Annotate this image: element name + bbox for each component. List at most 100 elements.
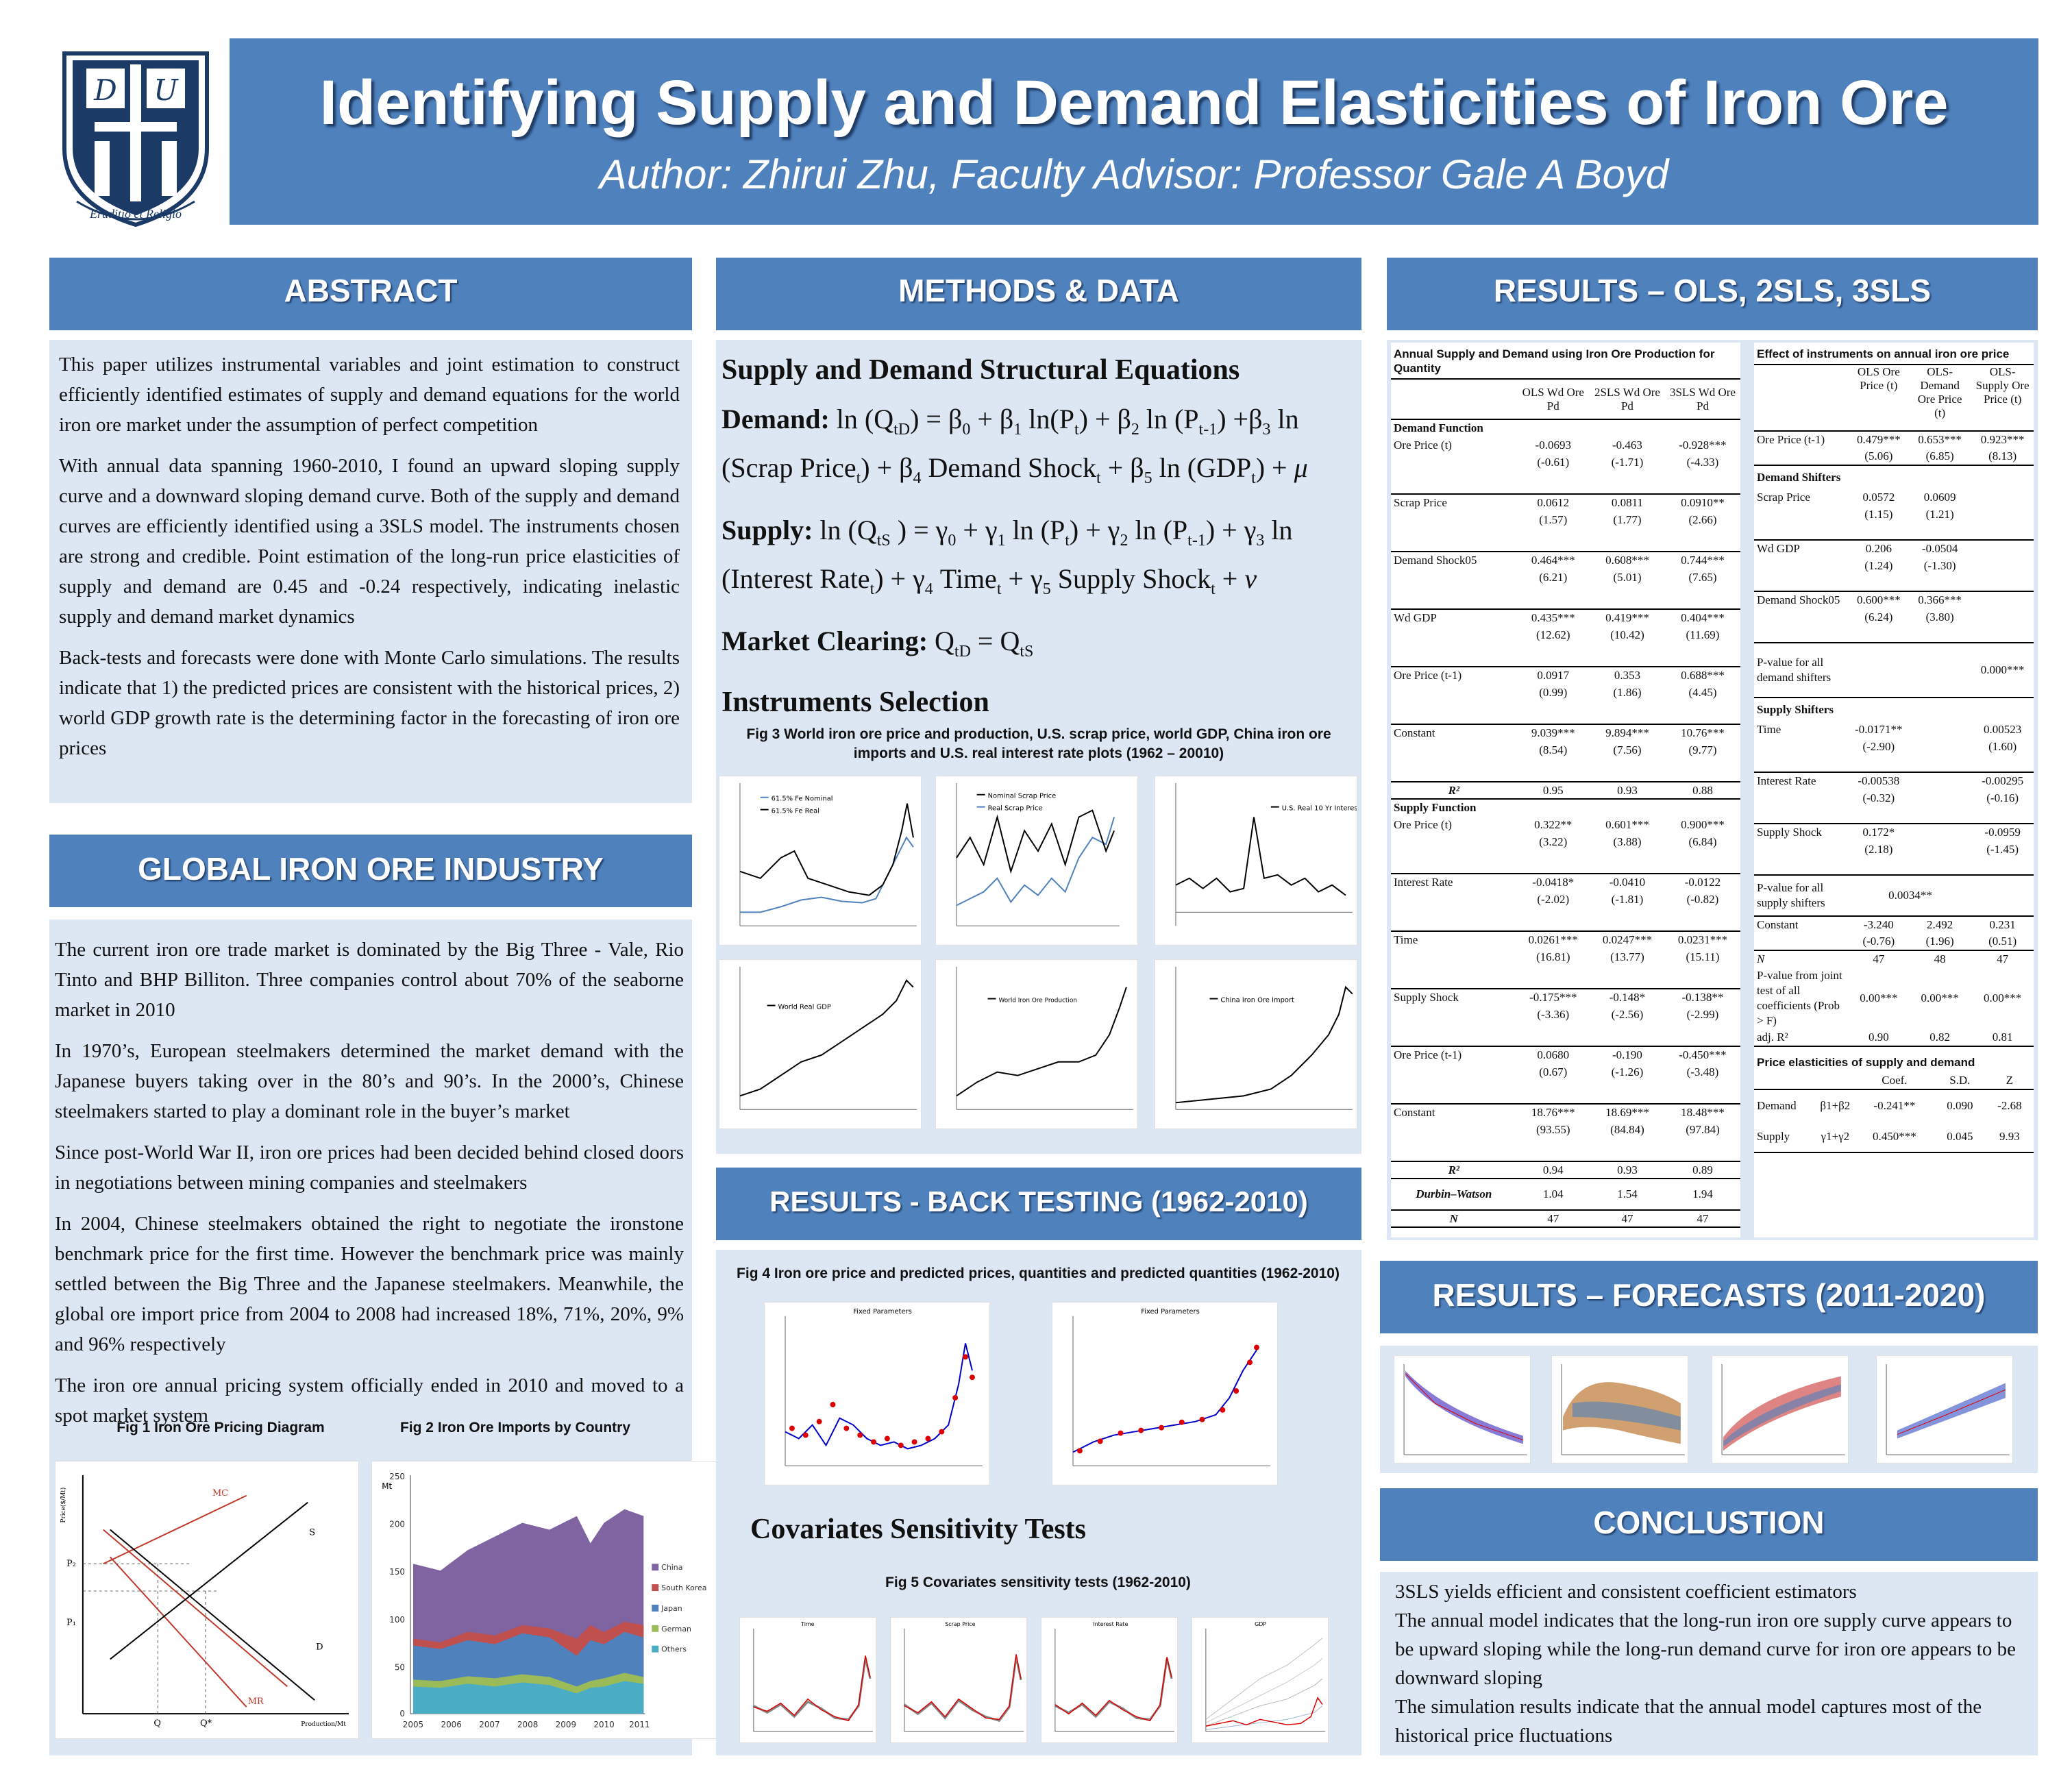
- table1-cell: (6.84): [1688, 835, 1717, 848]
- fig5-plot-title: Scrap Price: [945, 1621, 975, 1627]
- table1-row-label: Scrap Price: [1391, 493, 1517, 511]
- forecasts-heading: RESULTS – FORECASTS (2011-2020): [1380, 1261, 2038, 1333]
- table2-cell: 0.366***: [1908, 591, 1972, 608]
- table1-col-ols: OLS Wd Ore Pd: [1522, 385, 1584, 412]
- clearing-equation: Market Clearing: QtD = QtS: [722, 626, 1034, 661]
- table2-row-label: Scrap Price: [1757, 490, 1810, 504]
- table1-cell: (13.77): [1610, 950, 1644, 963]
- results-heading: RESULTS – OLS, 2SLS, 3SLS: [1387, 258, 2038, 330]
- fig2-ytick: 0: [399, 1709, 405, 1718]
- table2-cell: [1908, 772, 1972, 789]
- table1-row-label: Demand Shock05: [1391, 551, 1517, 569]
- industry-paragraph: In 2004, Chinese steelmakers obtained th…: [55, 1213, 684, 1355]
- poster-author: Author: Zhirui Zhu, Faculty Advisor: Pro…: [599, 151, 1669, 197]
- fig5-time-plot: Time: [739, 1617, 876, 1743]
- table1-cell: 0.435***: [1516, 608, 1590, 626]
- abstract-panel: This paper utilizes instrumental variabl…: [49, 340, 692, 803]
- table3-row-label: Supply: [1754, 1121, 1816, 1153]
- shield-logo-icon: D U: [62, 51, 209, 227]
- conclusion-heading: CONCLUSTION: [1380, 1488, 2038, 1561]
- fig3-china-import-plot: China Iron Ore Import: [1155, 959, 1357, 1129]
- table1-cell: (15.11): [1686, 950, 1720, 963]
- table1-row-label: [1391, 454, 1517, 471]
- table2-cell: -3.240: [1849, 915, 1908, 933]
- fig3-interest-rate-plot: U.S. Real 10 Yr Interest Rate: [1155, 776, 1357, 946]
- table1-cell: 0.0680: [1516, 1046, 1590, 1063]
- table2-col: OLS-Demand Ore Price (t): [1917, 365, 1962, 419]
- table2-cell: -0.0959: [1971, 823, 2034, 841]
- table3-row-label: Demand: [1757, 1098, 1797, 1112]
- table1-row-label: Ore Price (t): [1394, 817, 1452, 831]
- table1-cell: 0.688***: [1664, 666, 1740, 684]
- fig3-legend: 61.5% Fe Real: [772, 808, 819, 815]
- table2-cell: (1.96): [1925, 935, 1954, 948]
- fig2-ytick: 50: [395, 1662, 405, 1672]
- table2-pdemand-label: P-value for all demand shifters: [1754, 642, 1849, 698]
- fig2-xtick: 2007: [479, 1720, 500, 1729]
- table2-demand-header: Demand Shifters: [1754, 465, 1849, 489]
- table1-cell: (5.01): [1613, 570, 1642, 584]
- table1-cell: 0.93: [1589, 1161, 1665, 1179]
- fig2-imports-chart: 250 200 150 100 50 0 Mt China South Kore…: [371, 1461, 725, 1739]
- table1-cell: (-0.82): [1686, 892, 1719, 906]
- table1-cell: (8.54): [1539, 743, 1568, 756]
- table1-demand-r2-label: R²: [1391, 781, 1517, 800]
- fig3-legend: Real Scrap Price: [988, 805, 1043, 813]
- table1-cell: 0.0247***: [1589, 930, 1665, 948]
- fig2-legend-item: China: [661, 1563, 682, 1572]
- industry-panel: The current iron ore trade market is dom…: [49, 920, 725, 1755]
- table2-cell: 47: [1849, 950, 1908, 967]
- table1-cell: (93.55): [1536, 1122, 1570, 1136]
- table2-psupply-label: P-value for all supply shifters: [1754, 874, 1849, 916]
- forecast-plot-3: [1712, 1355, 1849, 1464]
- table1-cell: (4.45): [1688, 685, 1717, 699]
- table2-cell: 0.82: [1908, 1029, 1972, 1047]
- table3-symbol: γ1+γ2: [1815, 1121, 1855, 1153]
- table1-supply-header: Supply Function: [1394, 801, 1477, 814]
- table1-row-label: Wd GDP: [1391, 608, 1517, 626]
- table1-row-label: Ore Price (t-1): [1391, 666, 1517, 684]
- conclusion-paragraph: The annual model indicates that the long…: [1395, 1610, 2016, 1689]
- table1-cell: 9.894***: [1589, 724, 1665, 741]
- regression-table-1: Annual Supply and Demand using Iron Ore …: [1391, 343, 1740, 1237]
- industry-paragraph: Since post-World War II, iron ore prices…: [55, 1142, 684, 1194]
- table2-cell: (1.21): [1925, 507, 1954, 521]
- table1-cell: 0.608***: [1589, 551, 1665, 569]
- forecast-plot-1: [1394, 1355, 1531, 1464]
- table1-row-label: [1391, 1006, 1517, 1023]
- abstract-paragraph: With annual data spanning 1960-2010, I f…: [59, 455, 680, 628]
- table2-col: OLS Ore Price (t): [1857, 365, 1900, 392]
- table3-cell: 9.93: [1985, 1121, 2034, 1153]
- table2-row-label: Wd GDP: [1754, 539, 1849, 557]
- table2-cell: (-0.32): [1862, 791, 1895, 804]
- table2-row-label: [1754, 557, 1849, 574]
- table1-cell: 0.94: [1516, 1161, 1590, 1179]
- table1-cell: (0.99): [1539, 685, 1568, 699]
- table2-cell: [1908, 789, 1971, 806]
- table2-col: OLS-Supply Ore Price (t): [1975, 365, 2030, 406]
- table1-cell: (97.84): [1686, 1122, 1720, 1136]
- table3-symbol: β1+β2: [1820, 1098, 1851, 1112]
- fig4-quantity-backtest-plot: Fixed Parameters: [1052, 1302, 1278, 1485]
- table1-cell: 1.04: [1516, 1178, 1590, 1210]
- table2-cell: (-1.45): [1986, 842, 2019, 856]
- fig2-xtick: 2011: [629, 1720, 650, 1729]
- table2-cell: (-0.76): [1862, 935, 1895, 948]
- table2-cell: 47: [1971, 950, 2034, 967]
- fig2-ytick: 250: [389, 1472, 405, 1481]
- conclusion-paragraph: The simulation results indicate that the…: [1395, 1696, 1982, 1747]
- table1-cell: -0.138**: [1664, 988, 1740, 1006]
- table2-cell: (5.06): [1864, 449, 1893, 463]
- table1-cell: 0.0910**: [1664, 493, 1740, 511]
- table1-cell: -0.463: [1612, 438, 1642, 452]
- table1-cell: (2.66): [1688, 513, 1717, 526]
- table1-cell: -0.190: [1589, 1046, 1665, 1063]
- fig1-d-label: D: [316, 1642, 323, 1653]
- fig1-xlabel: Production/Mt: [301, 1721, 346, 1728]
- fig4-caption: Fig 4 Iron ore price and predicted price…: [737, 1266, 1340, 1281]
- supply-equation: Supply: ln (QtS ) = γ0 + γ1 ln (Pt) + γ2…: [722, 515, 1293, 598]
- table2-cell: (3.80): [1925, 610, 1954, 624]
- table2-supply-header: Supply Shifters: [1754, 697, 1849, 721]
- table1-cell: 47: [1516, 1209, 1590, 1228]
- table2-cell: 2.492: [1908, 915, 1972, 933]
